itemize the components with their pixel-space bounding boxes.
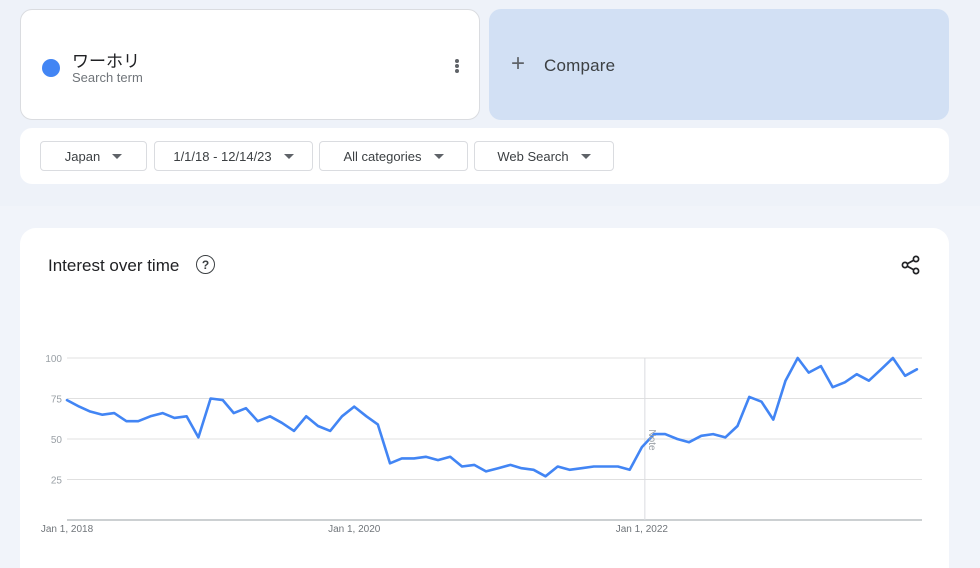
search-type-value: Web Search: [497, 148, 569, 164]
region-dropdown[interactable]: Japan: [40, 141, 147, 171]
compare-button[interactable]: + Compare: [489, 9, 949, 120]
category-value: All categories: [343, 148, 422, 164]
caret-down-icon: [580, 153, 591, 159]
search-term-card[interactable]: ワーホリ Search term: [20, 9, 480, 120]
more-options-icon[interactable]: [449, 54, 465, 78]
category-dropdown[interactable]: All categories: [319, 141, 468, 171]
filters-bar: Japan 1/1/18 - 12/14/23 All categories W…: [20, 128, 949, 184]
help-circle-icon[interactable]: ?: [196, 255, 215, 274]
caret-down-icon: [283, 153, 294, 159]
term-color-dot: [42, 59, 60, 77]
share-icon[interactable]: [900, 254, 922, 276]
search-term-name[interactable]: ワーホリ: [72, 52, 140, 71]
search-term-subtitle: Search term: [72, 70, 143, 85]
interest-over-time-card: Interest over time ?: [20, 228, 949, 568]
date-range-dropdown[interactable]: 1/1/18 - 12/14/23: [154, 141, 313, 171]
region-value: Japan: [64, 148, 101, 164]
compare-label: Compare: [544, 56, 616, 75]
plus-icon: +: [511, 50, 526, 77]
chart-title: Interest over time: [48, 256, 180, 275]
search-type-dropdown[interactable]: Web Search: [474, 141, 614, 171]
date-range-value: 1/1/18 - 12/14/23: [173, 148, 272, 164]
caret-down-icon: [112, 153, 123, 159]
caret-down-icon: [433, 153, 444, 159]
